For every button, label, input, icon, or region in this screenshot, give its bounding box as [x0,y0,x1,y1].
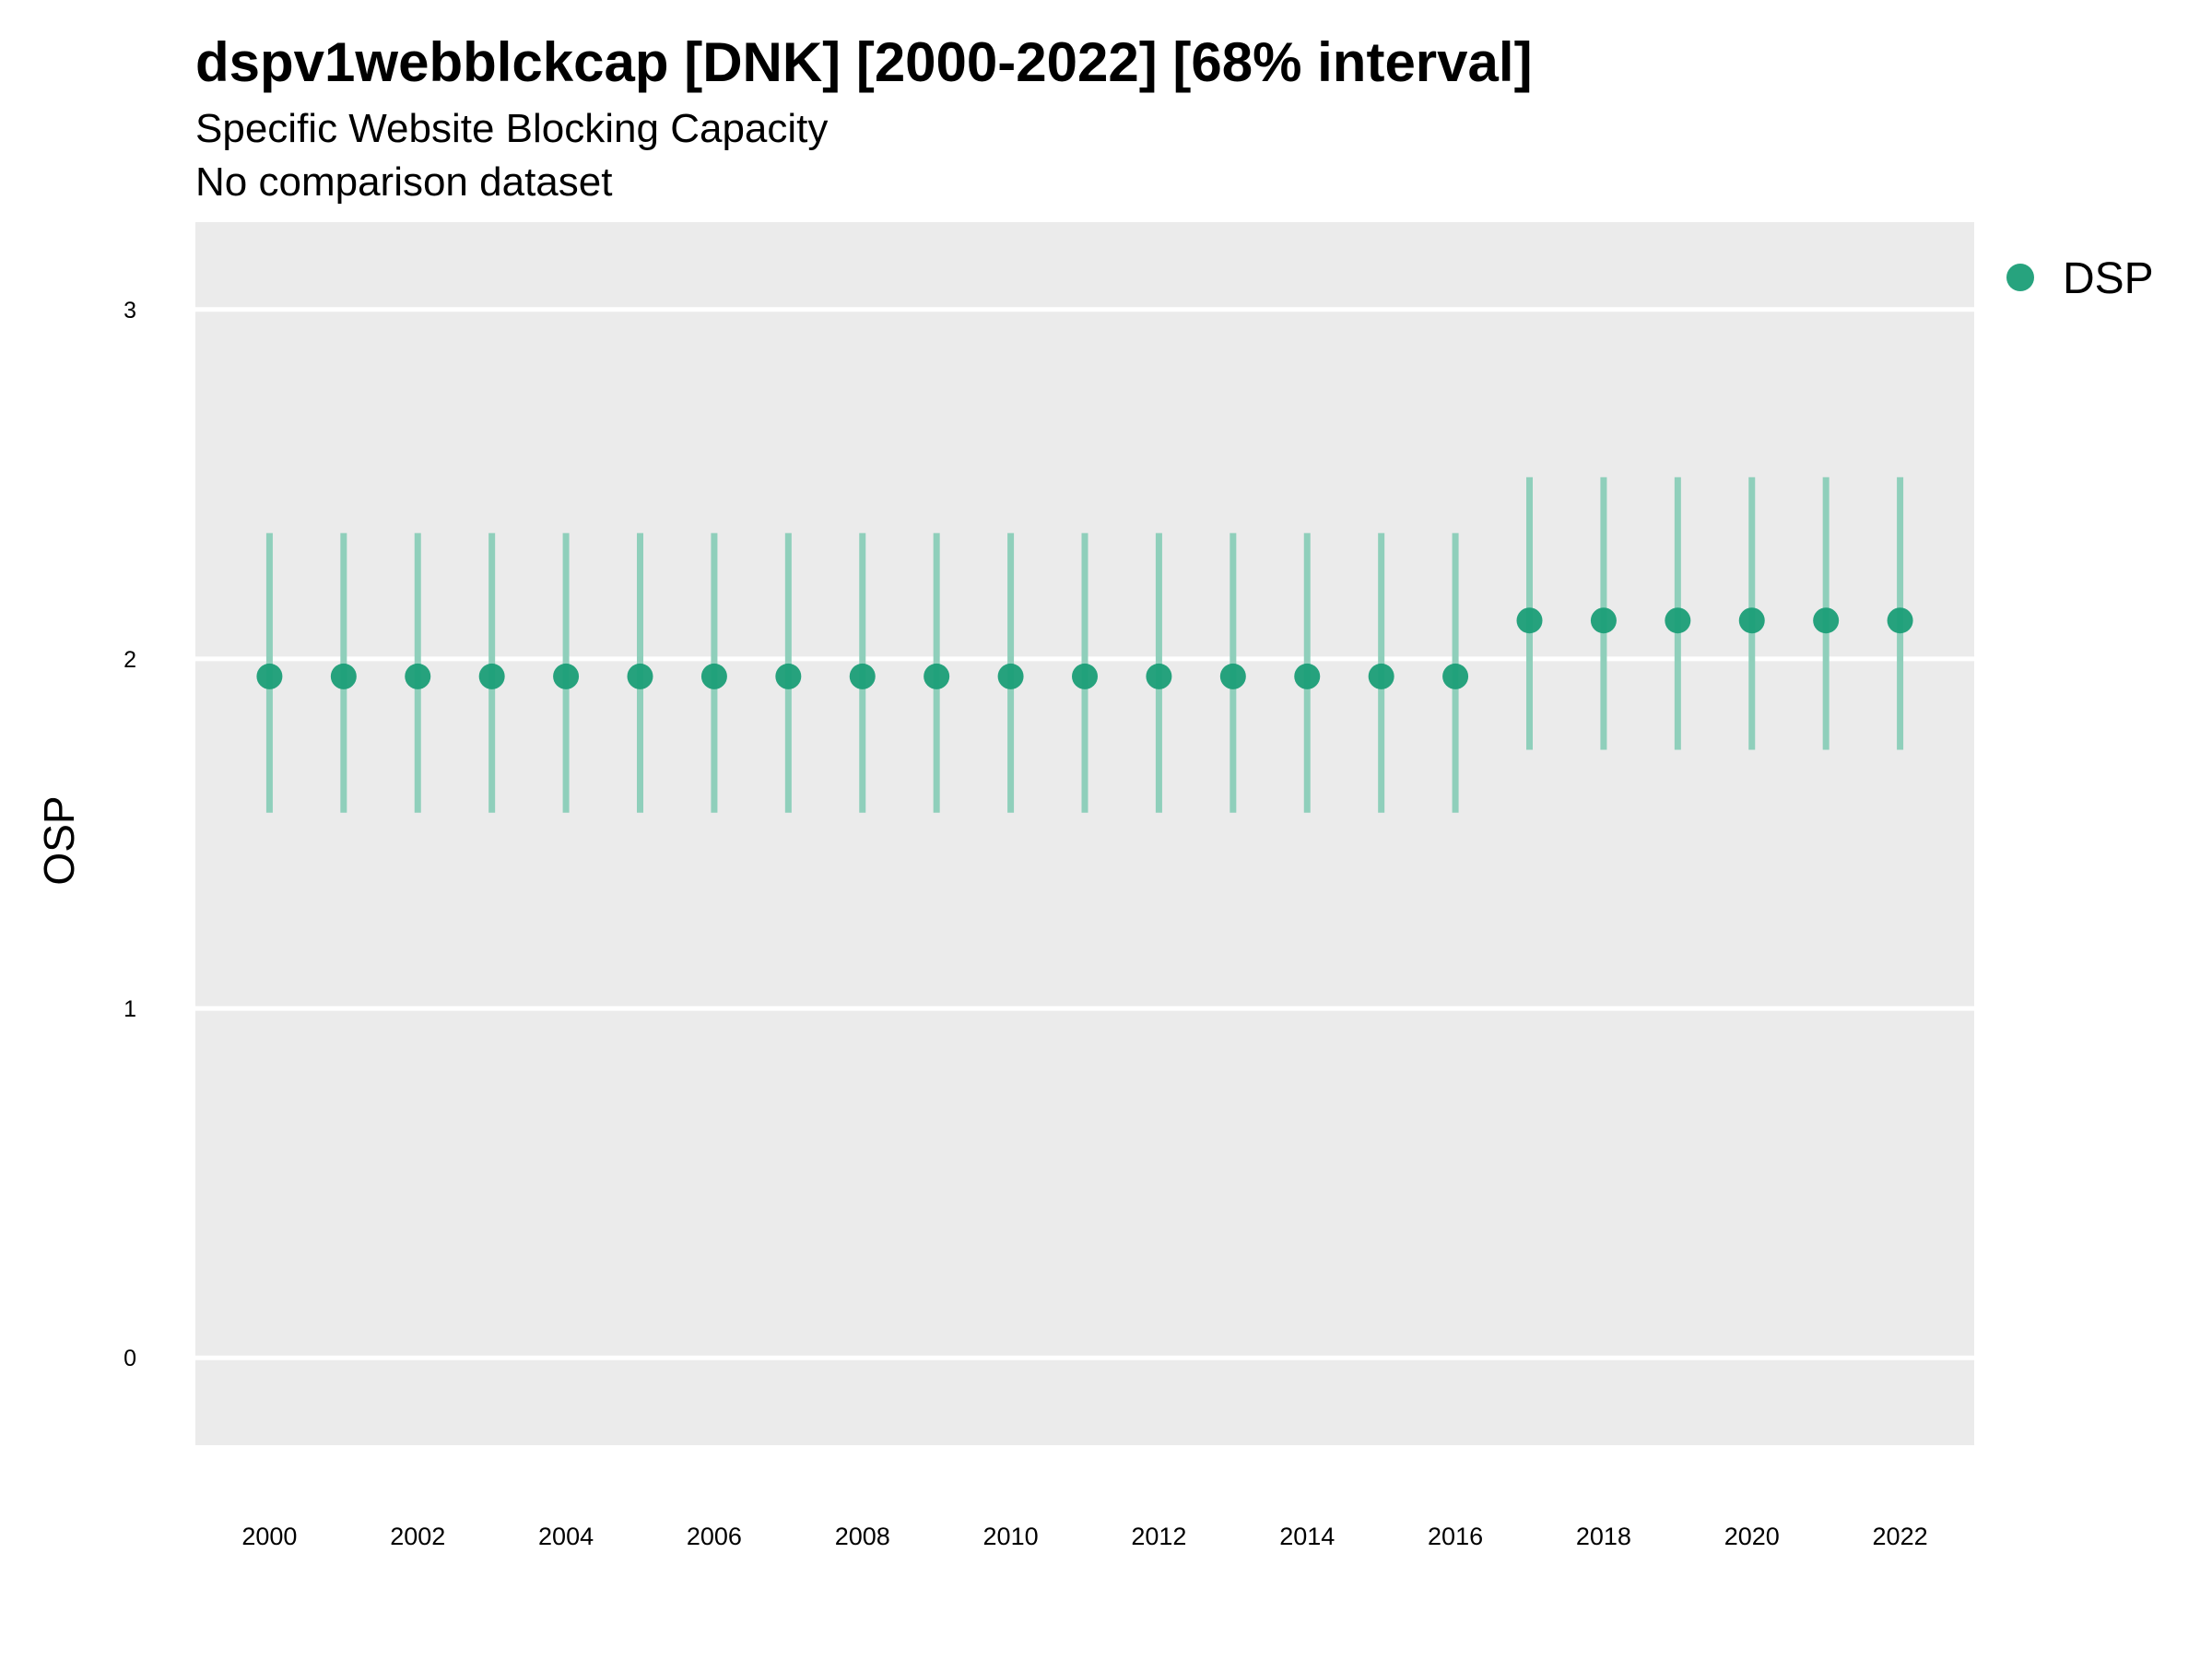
point-2011 [1072,663,1098,689]
point-2004 [553,663,580,689]
x-tick-label-2002: 2002 [390,1523,445,1550]
point-2012 [1146,663,1172,689]
chart-title: dspv1webblckcap [DNK] [2000-2022] [68% i… [195,31,1533,93]
point-2019 [1665,607,1691,634]
x-tick-label-2010: 2010 [983,1523,1039,1550]
x-tick-label-2020: 2020 [1724,1523,1780,1550]
point-2003 [478,663,505,689]
chart-caption: No comparison dataset [195,159,613,205]
point-2001 [330,663,357,689]
y-tick-label-3: 3 [124,298,136,324]
y-axis-label: OSP [35,795,83,885]
x-tick-label-2012: 2012 [1131,1523,1186,1550]
plot-panel [195,222,1974,1445]
x-tick-label-2018: 2018 [1576,1523,1631,1550]
y-tick-label-0: 0 [124,1346,136,1371]
legend-marker-dsp [2006,264,2034,291]
point-2009 [924,663,950,689]
point-2014 [1294,663,1321,689]
x-tick-label-2022: 2022 [1873,1523,1928,1550]
y-tick-label-2: 2 [124,647,136,673]
x-tick-label-2014: 2014 [1279,1523,1335,1550]
x-tick-label-2016: 2016 [1428,1523,1483,1550]
x-tick-label-2004: 2004 [538,1523,594,1550]
point-2000 [256,663,283,689]
point-2020 [1738,607,1765,634]
data-points [256,607,1913,689]
point-2016 [1442,663,1469,689]
point-2017 [1516,607,1543,634]
point-2006 [700,663,727,689]
x-tick-label-2008: 2008 [835,1523,890,1550]
point-2005 [627,663,653,689]
point-2021 [1813,607,1840,634]
x-tick-label-2000: 2000 [241,1523,297,1550]
point-2022 [1887,607,1913,634]
point-2010 [997,663,1024,689]
point-2007 [775,663,802,689]
point-2013 [1219,663,1246,689]
y-axis-tick-labels: 0 1 2 3 [124,298,136,1371]
y-tick-label-1: 1 [124,996,136,1022]
x-tick-label-2006: 2006 [687,1523,742,1550]
point-2008 [849,663,876,689]
legend: DSP [2006,254,2154,303]
chart-subtitle: Specific Website Blocking Capacity [195,106,829,151]
point-2018 [1590,607,1617,634]
legend-label-dsp: DSP [2063,254,2154,303]
point-2015 [1368,663,1394,689]
point-2002 [405,663,431,689]
x-axis-tick-labels: 2000 2002 2004 2006 2008 2010 2012 2014 2016 2018… [241,1523,1927,1550]
